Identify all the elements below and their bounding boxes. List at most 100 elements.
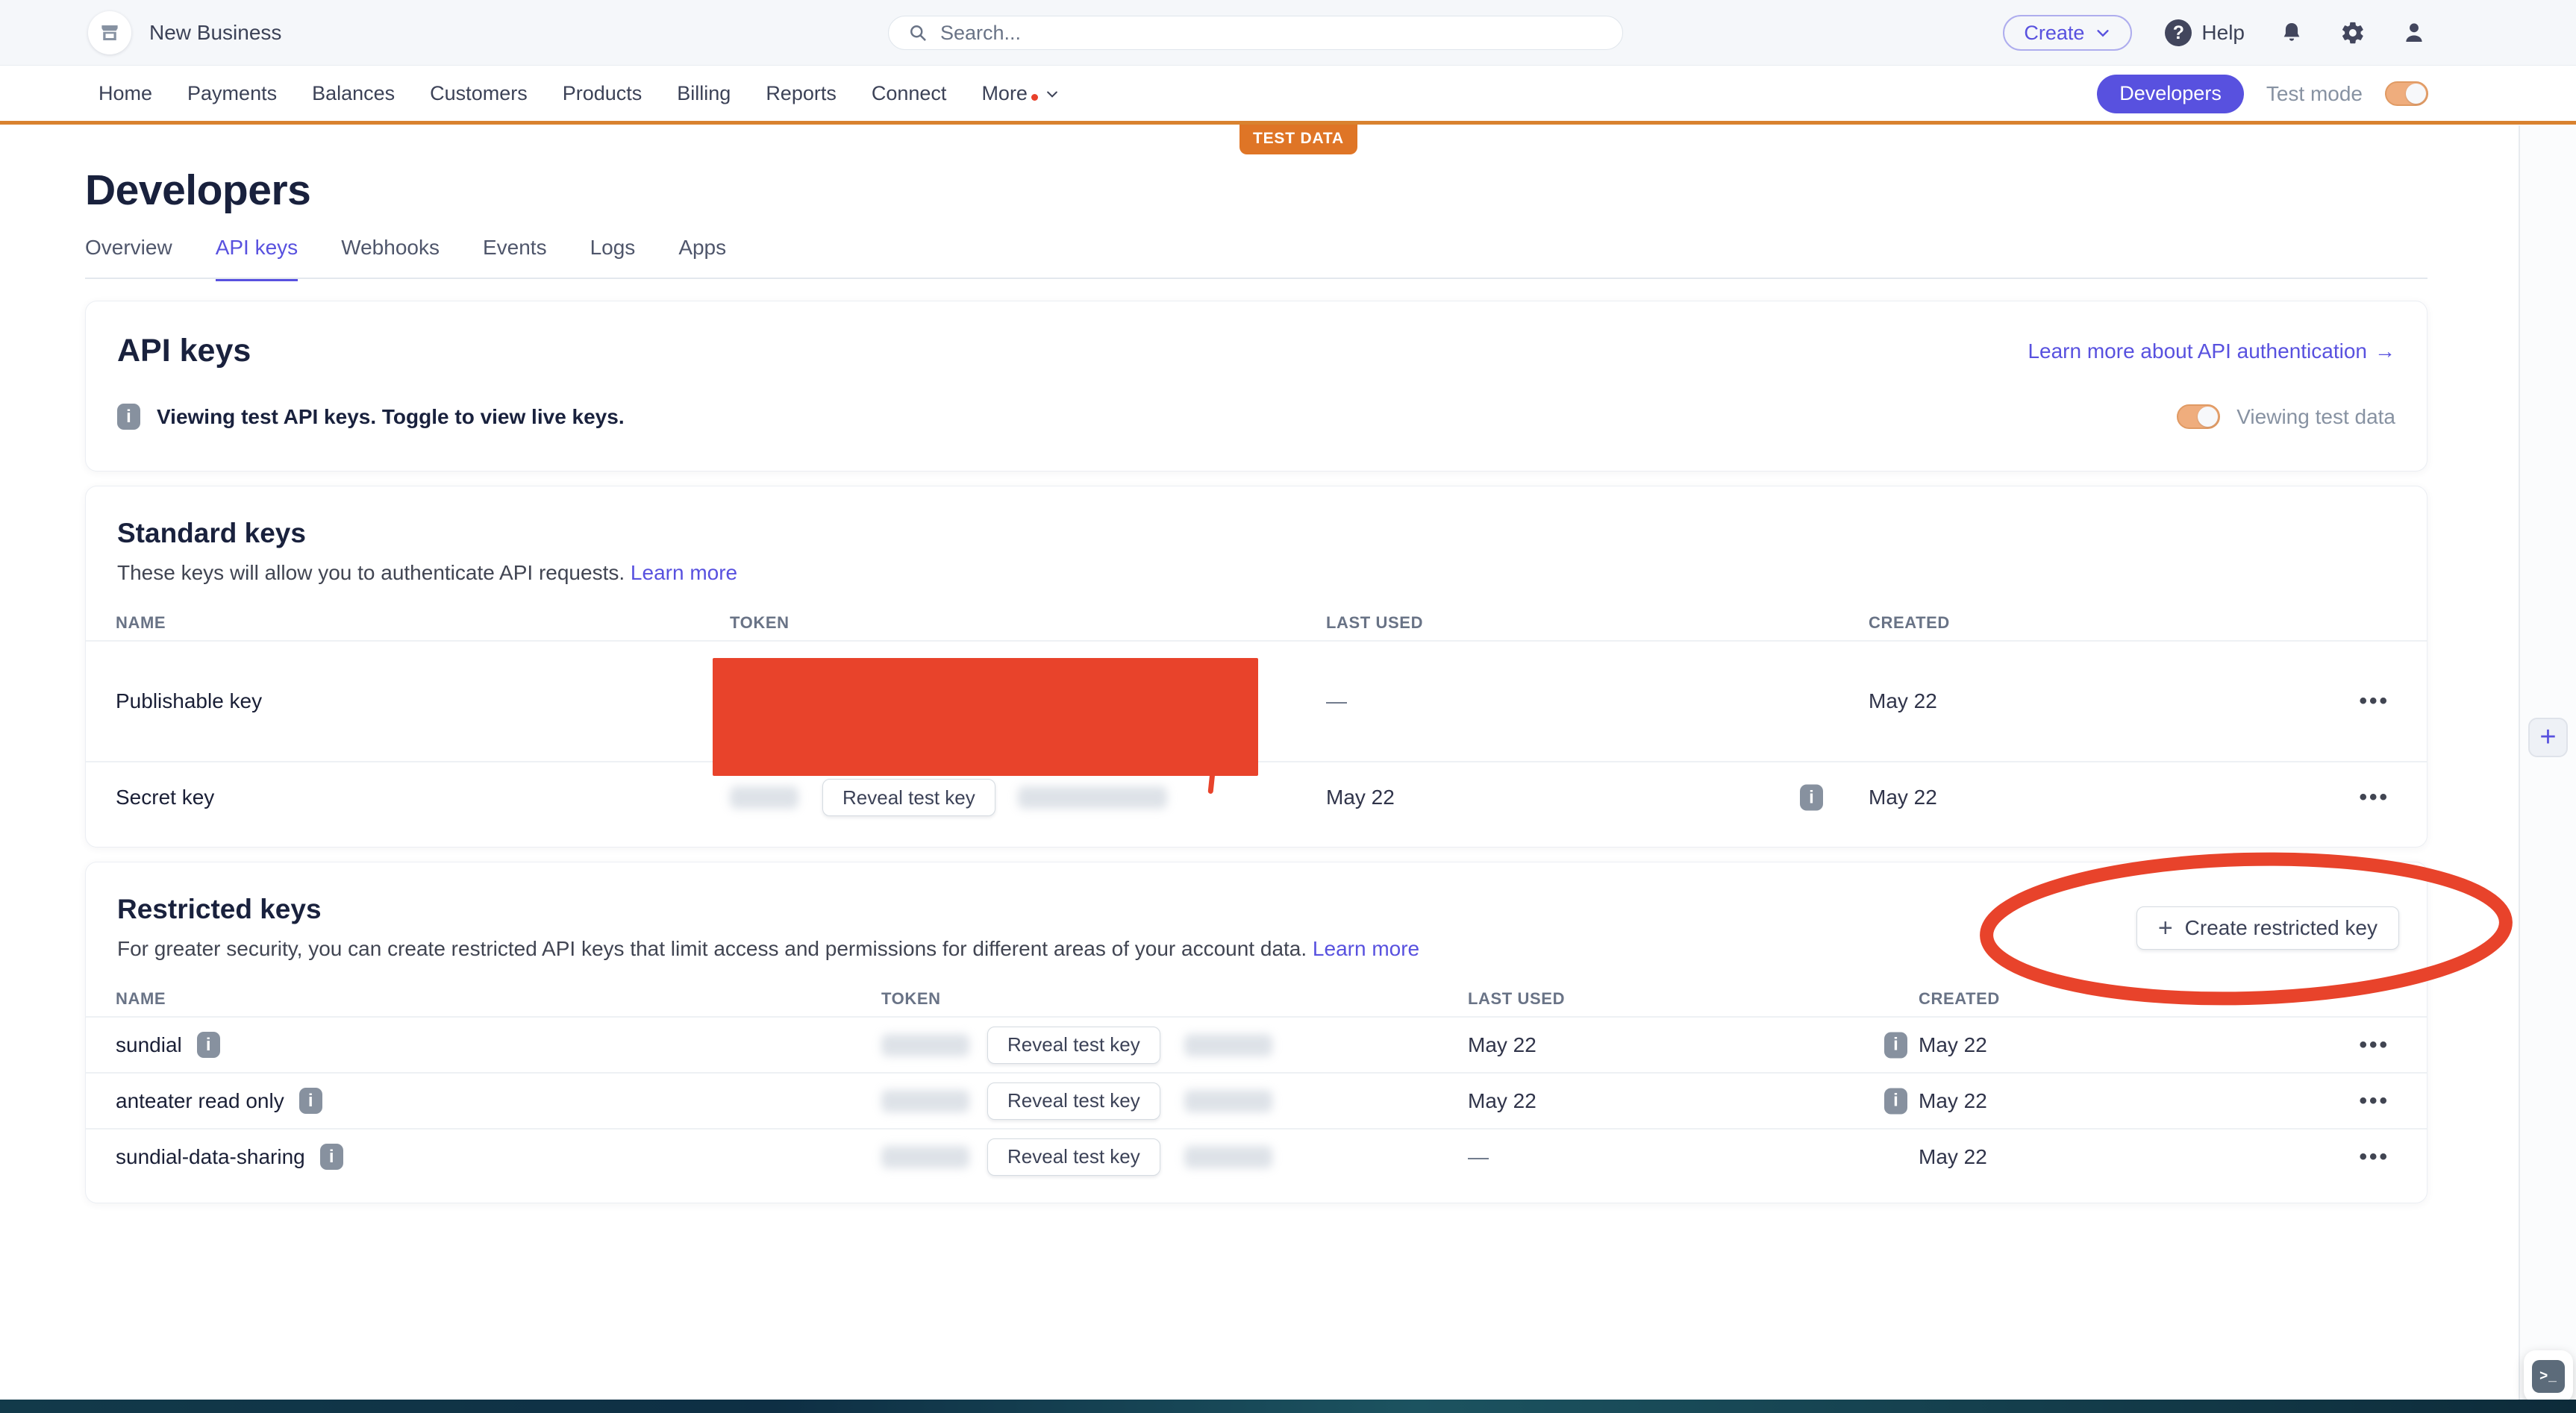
- restricted-keys-table-header: NAME TOKEN LAST USED CREATED: [86, 982, 2427, 1016]
- rail-add-button[interactable]: +: [2528, 718, 2568, 757]
- created-date: May 22: [1869, 689, 1937, 712]
- tab-overview[interactable]: Overview: [85, 236, 172, 259]
- info-icon: i: [1884, 1088, 1907, 1114]
- standard-keys-learn-more-link[interactable]: Learn more: [630, 561, 738, 584]
- create-restricted-key-button[interactable]: + Create restricted key: [2136, 906, 2399, 950]
- tab-apps[interactable]: Apps: [678, 236, 727, 259]
- nav-item-balances[interactable]: Balances: [312, 82, 396, 104]
- tab-events[interactable]: Events: [482, 236, 547, 259]
- standard-keys-description: These keys will allow you to authenticat…: [117, 561, 2395, 585]
- tab-webhooks[interactable]: Webhooks: [341, 236, 440, 259]
- reveal-test-key-button[interactable]: Reveal test key: [987, 1026, 1160, 1064]
- nav-item-more[interactable]: More: [981, 82, 1060, 105]
- notification-dot: [1031, 94, 1038, 101]
- nav-item-payments[interactable]: Payments: [187, 82, 278, 104]
- name-cell: sundial i: [116, 1032, 881, 1058]
- created-date: May 22: [1919, 1088, 1987, 1112]
- name-cell: anteater read only i: [116, 1088, 881, 1114]
- settings-gear-icon[interactable]: [2339, 19, 2367, 47]
- viewing-test-data-toggle[interactable]: [2177, 404, 2221, 429]
- test-data-badge: TEST DATA: [1239, 125, 1357, 154]
- test-keys-notice: i Viewing test API keys. Toggle to view …: [117, 404, 625, 430]
- last-used-cell: May 22: [1468, 1088, 1536, 1112]
- nav-item-customers[interactable]: Customers: [430, 82, 528, 104]
- reveal-test-key-button[interactable]: Reveal test key: [822, 779, 995, 816]
- table-row-sundial-data-sharing: sundial-data-sharing i Reveal test key —…: [86, 1130, 2427, 1184]
- nav-item-products[interactable]: Products: [562, 82, 643, 104]
- restricted-keys-title: Restricted keys: [117, 894, 322, 924]
- main-nav: Home Payments Balances Customers Product…: [0, 66, 2576, 125]
- info-icon: i: [298, 1088, 322, 1114]
- developers-badge[interactable]: Developers: [2097, 74, 2244, 113]
- row-actions-button[interactable]: •••: [2351, 1028, 2397, 1062]
- chevron-down-icon: [1047, 91, 1057, 98]
- restricted-keys-learn-more-link[interactable]: Learn more: [1312, 937, 1420, 960]
- token-cell: Reveal test key: [881, 1026, 1468, 1064]
- standard-keys-description-text: These keys will allow you to authenticat…: [117, 561, 625, 584]
- standard-keys-table-header: NAME TOKEN LAST USED CREATED: [86, 606, 2427, 640]
- tab-logs[interactable]: Logs: [590, 236, 636, 259]
- reveal-test-key-button[interactable]: Reveal test key: [987, 1138, 1160, 1176]
- column-last-used: LAST USED: [1468, 989, 1566, 1008]
- last-used-cell: —: [1326, 689, 1347, 712]
- column-created: CREATED: [1919, 989, 2000, 1008]
- created-date: May 22: [1869, 786, 1937, 809]
- token-cell: Reveal test key: [881, 1082, 1468, 1120]
- column-name: NAME: [116, 613, 166, 632]
- key-name: sundial: [116, 1033, 182, 1056]
- row-actions-button[interactable]: •••: [2351, 780, 2397, 815]
- column-name: NAME: [116, 989, 166, 1008]
- api-auth-learn-more-link[interactable]: Learn more about API authentication →: [2028, 339, 2395, 363]
- help-icon: ?: [2165, 19, 2192, 46]
- ellipsis-icon: •••: [2359, 689, 2389, 713]
- toggle-knob: [2406, 84, 2426, 104]
- last-used-cell: May 22: [1468, 1033, 1536, 1056]
- profile-person-icon[interactable]: [2400, 19, 2428, 47]
- name-cell: sundial-data-sharing i: [116, 1144, 881, 1170]
- tabs-divider: [85, 278, 2427, 279]
- info-icon: i: [1800, 784, 1823, 811]
- business-switcher[interactable]: New Business: [88, 0, 281, 66]
- terminal-icon: >_: [2532, 1360, 2565, 1393]
- nav-item-home[interactable]: Home: [99, 82, 153, 104]
- rail-terminal-button[interactable]: >_: [2524, 1350, 2573, 1403]
- last-used-cell: May 22: [1326, 786, 1395, 809]
- last-used-cell: —: [1468, 1144, 1489, 1168]
- create-button-label: Create: [2024, 21, 2085, 44]
- reveal-test-key-button[interactable]: Reveal test key: [987, 1082, 1160, 1120]
- column-token: TOKEN: [730, 613, 790, 632]
- right-rail: + >_: [2519, 125, 2576, 1413]
- info-icon: i: [117, 404, 140, 430]
- desktop-edge-bar: [0, 1400, 2576, 1413]
- masked-token-blob: [730, 786, 798, 809]
- notifications-bell-icon[interactable]: [2278, 19, 2306, 47]
- more-label: More: [981, 82, 1028, 104]
- masked-token-blob: [881, 1089, 969, 1112]
- row-actions-button[interactable]: •••: [2351, 1084, 2397, 1118]
- created-cell: May 22: [1869, 689, 1937, 713]
- created-cell: i May 22: [1884, 1088, 1987, 1114]
- storefront-icon: [88, 11, 131, 54]
- api-keys-card: API keys Learn more about API authentica…: [85, 301, 2427, 471]
- row-actions-button[interactable]: •••: [2351, 1140, 2397, 1174]
- business-name: New Business: [149, 21, 282, 44]
- help-button[interactable]: ? Help: [2165, 19, 2245, 46]
- masked-token-blob: [881, 1145, 969, 1168]
- masked-token-blob: [881, 1033, 969, 1056]
- row-actions-button[interactable]: •••: [2351, 684, 2397, 718]
- key-name: sundial-data-sharing: [116, 1144, 305, 1168]
- search-bar[interactable]: [888, 16, 1623, 50]
- tab-api-keys[interactable]: API keys: [215, 236, 298, 281]
- nav-item-connect[interactable]: Connect: [871, 82, 947, 104]
- nav-item-reports[interactable]: Reports: [766, 82, 837, 104]
- restricted-keys-description-text: For greater security, you can create res…: [117, 937, 1307, 960]
- name-cell: Secret key: [116, 786, 215, 809]
- test-mode-toggle[interactable]: [2385, 81, 2428, 106]
- search-input[interactable]: [940, 21, 1603, 45]
- chevron-down-icon: [2095, 25, 2111, 41]
- test-keys-notice-text: Viewing test API keys. Toggle to view li…: [157, 404, 625, 428]
- standard-keys-card: Standard keys These keys will allow you …: [85, 486, 2427, 848]
- create-button[interactable]: Create: [2003, 15, 2133, 51]
- developer-tabs: Overview API keys Webhooks Events Logs A…: [85, 236, 726, 281]
- nav-item-billing[interactable]: Billing: [677, 82, 731, 104]
